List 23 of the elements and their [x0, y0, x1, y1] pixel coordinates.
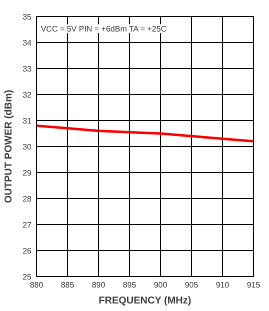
- y-tick-label: 31: [22, 116, 32, 126]
- y-tick-label: 30: [22, 142, 32, 152]
- y-tick-label: 35: [22, 12, 32, 22]
- x-axis-title: FREQUENCY (MHz): [98, 296, 192, 306]
- y-axis-title: OUTPUT POWER (dBm): [4, 90, 15, 204]
- y-tick-label: 29: [22, 168, 32, 178]
- y-tick-label: 26: [22, 246, 32, 256]
- x-tick-label: 915: [246, 280, 261, 290]
- x-tick-label: 890: [92, 280, 106, 290]
- x-tick-label: 905: [184, 280, 199, 290]
- x-tick-label: 910: [216, 280, 230, 290]
- y-tick-label: 28: [22, 194, 32, 204]
- y-tick-label: 25: [22, 272, 32, 282]
- x-tick-label: 900: [154, 280, 168, 290]
- x-tick-label: 895: [122, 280, 137, 290]
- line-series: [36, 124, 254, 143]
- y-tick-label: 27: [22, 220, 32, 230]
- x-tick-label: 885: [60, 280, 75, 290]
- y-tick-label: 33: [22, 64, 32, 74]
- x-tick-label: 880: [30, 280, 44, 290]
- annotation: VCC = 5V PIN = +6dBm TA = +25C: [40, 24, 167, 34]
- y-tick-label: 34: [22, 38, 32, 48]
- y-tick-label: 32: [22, 90, 32, 100]
